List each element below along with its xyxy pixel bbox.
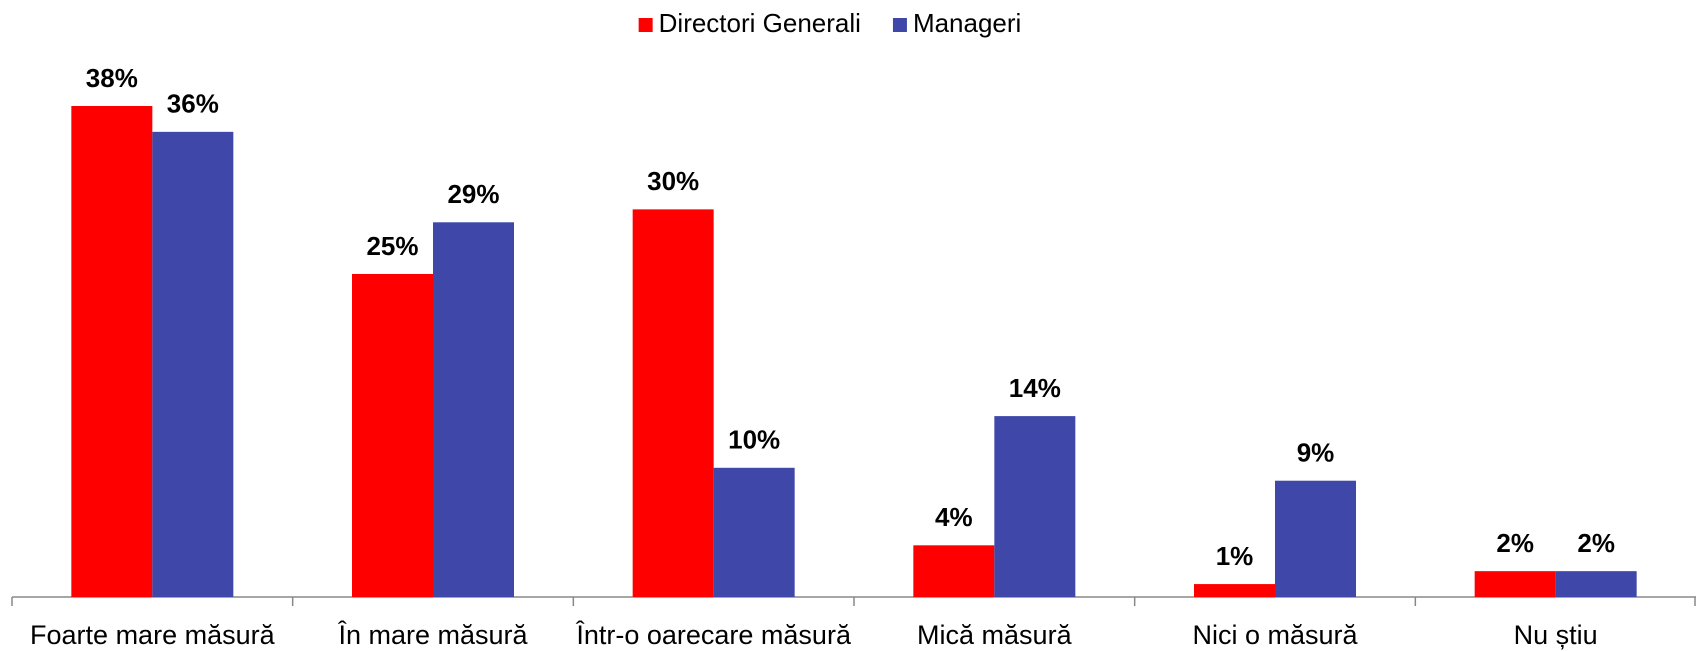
bar xyxy=(1275,480,1356,597)
x-tick-label: Nici o măsură xyxy=(1192,620,1358,650)
x-tick-label: Foarte mare măsură xyxy=(30,620,276,650)
x-tick-label: Nu știu xyxy=(1514,620,1598,650)
bar xyxy=(994,416,1076,597)
legend-swatch xyxy=(638,18,653,32)
bar xyxy=(152,131,234,597)
value-label: 2% xyxy=(1577,528,1615,558)
bar xyxy=(713,467,795,597)
value-label: 2% xyxy=(1496,528,1534,558)
bar xyxy=(71,106,153,597)
bar xyxy=(1194,584,1275,597)
legend-label: Manageri xyxy=(913,8,1021,38)
bar xyxy=(1474,571,1556,597)
value-label: 4% xyxy=(935,502,973,532)
value-label: 30% xyxy=(647,166,699,196)
value-label: 29% xyxy=(447,179,499,209)
value-label: 25% xyxy=(366,231,418,261)
bar xyxy=(433,222,514,597)
value-label: 10% xyxy=(728,425,780,455)
bar xyxy=(1555,571,1637,597)
legend-label: Directori Generali xyxy=(659,8,861,38)
bar xyxy=(913,545,995,597)
x-tick-label: Mică măsură xyxy=(917,620,1073,650)
value-label: 38% xyxy=(86,63,138,93)
value-label: 14% xyxy=(1009,373,1061,403)
bar xyxy=(352,273,433,597)
x-tick-label: Într-o oarecare măsură xyxy=(575,619,852,650)
legend-swatch xyxy=(892,18,907,32)
value-label: 36% xyxy=(167,89,219,119)
bar xyxy=(632,209,714,598)
value-label: 1% xyxy=(1216,541,1254,571)
value-label: 9% xyxy=(1297,438,1335,468)
x-tick-label: În mare măsură xyxy=(337,619,528,650)
